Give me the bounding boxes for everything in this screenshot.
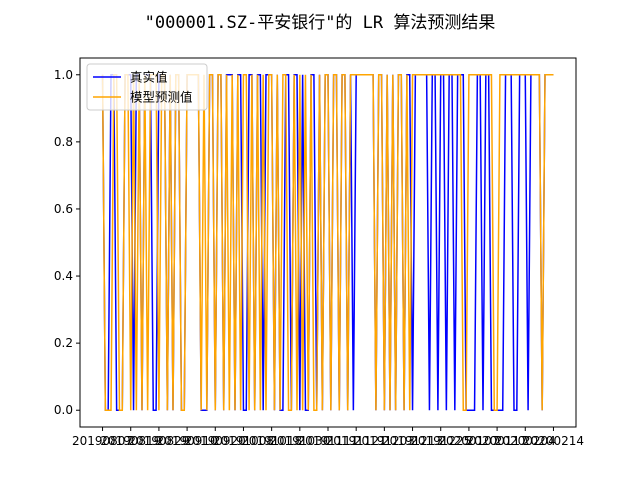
- series-layer: [101, 74, 554, 411]
- y-tick-label: 0.2: [54, 336, 73, 350]
- x-tick-label: 20200117: [467, 434, 528, 448]
- y-tick-label: 0.8: [54, 135, 73, 149]
- y-tick-label: 1.0: [54, 68, 73, 82]
- x-tick-label: 20200214: [523, 434, 584, 448]
- x-tick-label: 20191213: [382, 434, 443, 448]
- legend-box: [86, 63, 208, 111]
- x-tick-label: 20191111: [297, 434, 358, 448]
- legend-label-1: 模型预测值: [130, 90, 193, 105]
- y-tick-label: 0.0: [54, 403, 73, 417]
- x-tick-label: 20191008: [213, 434, 274, 448]
- y-tick-label: 0.6: [54, 202, 73, 216]
- x-tick-label: 20200204: [495, 434, 556, 448]
- x-tick-label: 20190819: [100, 434, 161, 448]
- x-tick-label: 20191225: [410, 434, 471, 448]
- legend-label-0: 真实值: [130, 70, 168, 85]
- x-tick-label: 20191121: [326, 434, 387, 448]
- x-tick-label: 20191018: [241, 434, 302, 448]
- x-tick-label: 20191030: [269, 434, 330, 448]
- x-axis: 2019080720190819201908292019091020190920…: [72, 427, 584, 448]
- x-tick-label: 20190910: [157, 434, 218, 448]
- x-tick-label: 20190829: [128, 434, 189, 448]
- x-tick-label: 20190920: [185, 434, 246, 448]
- y-axis: 0.0 0.2 0.4 0.6 0.8 1.0: [54, 68, 80, 417]
- x-tick-label: 20191203: [354, 434, 415, 448]
- y-tick-label: 0.4: [54, 269, 73, 283]
- chart-title: "000001.SZ-平安银行"的 LR 算法预测结果: [144, 13, 496, 33]
- x-tick-label: 20190807: [72, 434, 133, 448]
- x-tick-label: 20200107: [438, 434, 499, 448]
